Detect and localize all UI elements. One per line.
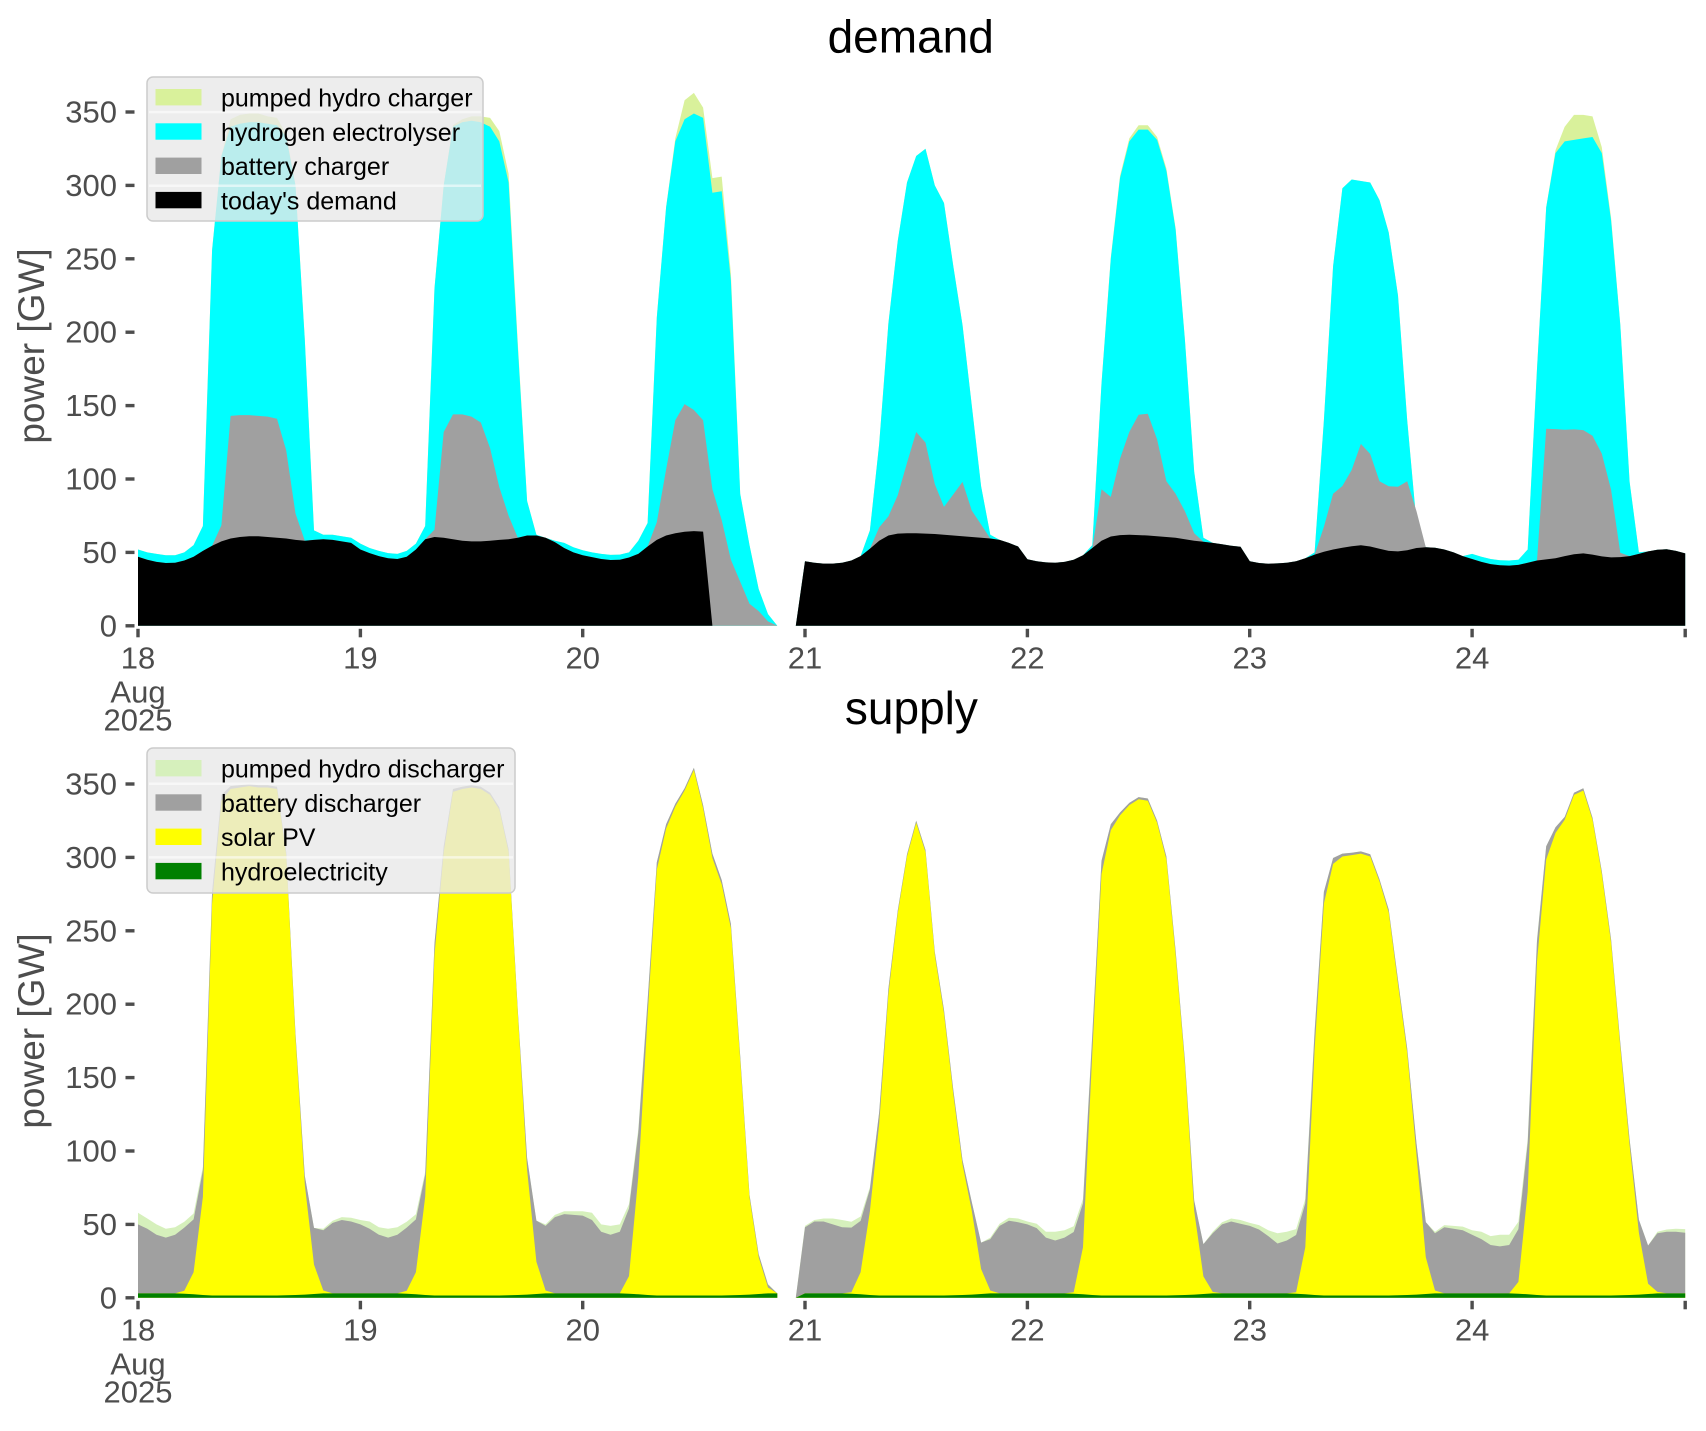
- svg-text:battery discharger: battery discharger: [221, 790, 421, 818]
- svg-text:22: 22: [1010, 1313, 1044, 1348]
- svg-text:19: 19: [343, 641, 377, 676]
- svg-text:150: 150: [65, 1060, 117, 1095]
- svg-text:200: 200: [65, 315, 117, 350]
- svg-text:18: 18: [121, 1313, 155, 1348]
- svg-text:demand: demand: [828, 11, 994, 63]
- svg-text:Aug: Aug: [110, 1347, 165, 1382]
- svg-text:300: 300: [65, 168, 117, 203]
- svg-text:pumped hydro discharger: pumped hydro discharger: [221, 756, 505, 784]
- svg-text:supply: supply: [845, 682, 978, 734]
- svg-text:100: 100: [65, 1134, 117, 1169]
- svg-text:today's demand: today's demand: [221, 187, 397, 215]
- svg-text:250: 250: [65, 913, 117, 948]
- svg-text:250: 250: [65, 241, 117, 276]
- svg-text:2025: 2025: [104, 1375, 173, 1410]
- svg-text:23: 23: [1233, 641, 1267, 676]
- svg-text:300: 300: [65, 840, 117, 875]
- svg-text:22: 22: [1010, 641, 1044, 676]
- svg-text:100: 100: [65, 462, 117, 497]
- svg-text:power [GW]: power [GW]: [11, 933, 52, 1128]
- svg-text:hydrogen electrolyser: hydrogen electrolyser: [221, 119, 460, 147]
- svg-text:0: 0: [100, 1280, 117, 1315]
- svg-text:24: 24: [1455, 641, 1489, 676]
- svg-text:150: 150: [65, 388, 117, 423]
- svg-text:power [GW]: power [GW]: [11, 248, 52, 443]
- svg-text:Aug: Aug: [110, 675, 165, 710]
- svg-text:50: 50: [83, 1207, 117, 1242]
- svg-text:solar PV: solar PV: [221, 824, 316, 852]
- svg-text:23: 23: [1233, 1313, 1267, 1348]
- svg-text:pumped hydro charger: pumped hydro charger: [221, 85, 473, 113]
- svg-text:350: 350: [65, 95, 117, 130]
- svg-text:21: 21: [788, 1313, 822, 1348]
- svg-text:battery charger: battery charger: [221, 153, 389, 181]
- svg-text:20: 20: [565, 1313, 599, 1348]
- svg-text:21: 21: [788, 641, 822, 676]
- svg-text:2025: 2025: [104, 703, 173, 738]
- svg-text:50: 50: [83, 535, 117, 570]
- svg-text:350: 350: [65, 767, 117, 802]
- svg-text:20: 20: [565, 641, 599, 676]
- svg-text:18: 18: [121, 641, 155, 676]
- svg-text:24: 24: [1455, 1313, 1489, 1348]
- svg-text:19: 19: [343, 1313, 377, 1348]
- svg-text:hydroelectricity: hydroelectricity: [221, 858, 388, 886]
- svg-text:0: 0: [100, 608, 117, 643]
- svg-text:200: 200: [65, 987, 117, 1022]
